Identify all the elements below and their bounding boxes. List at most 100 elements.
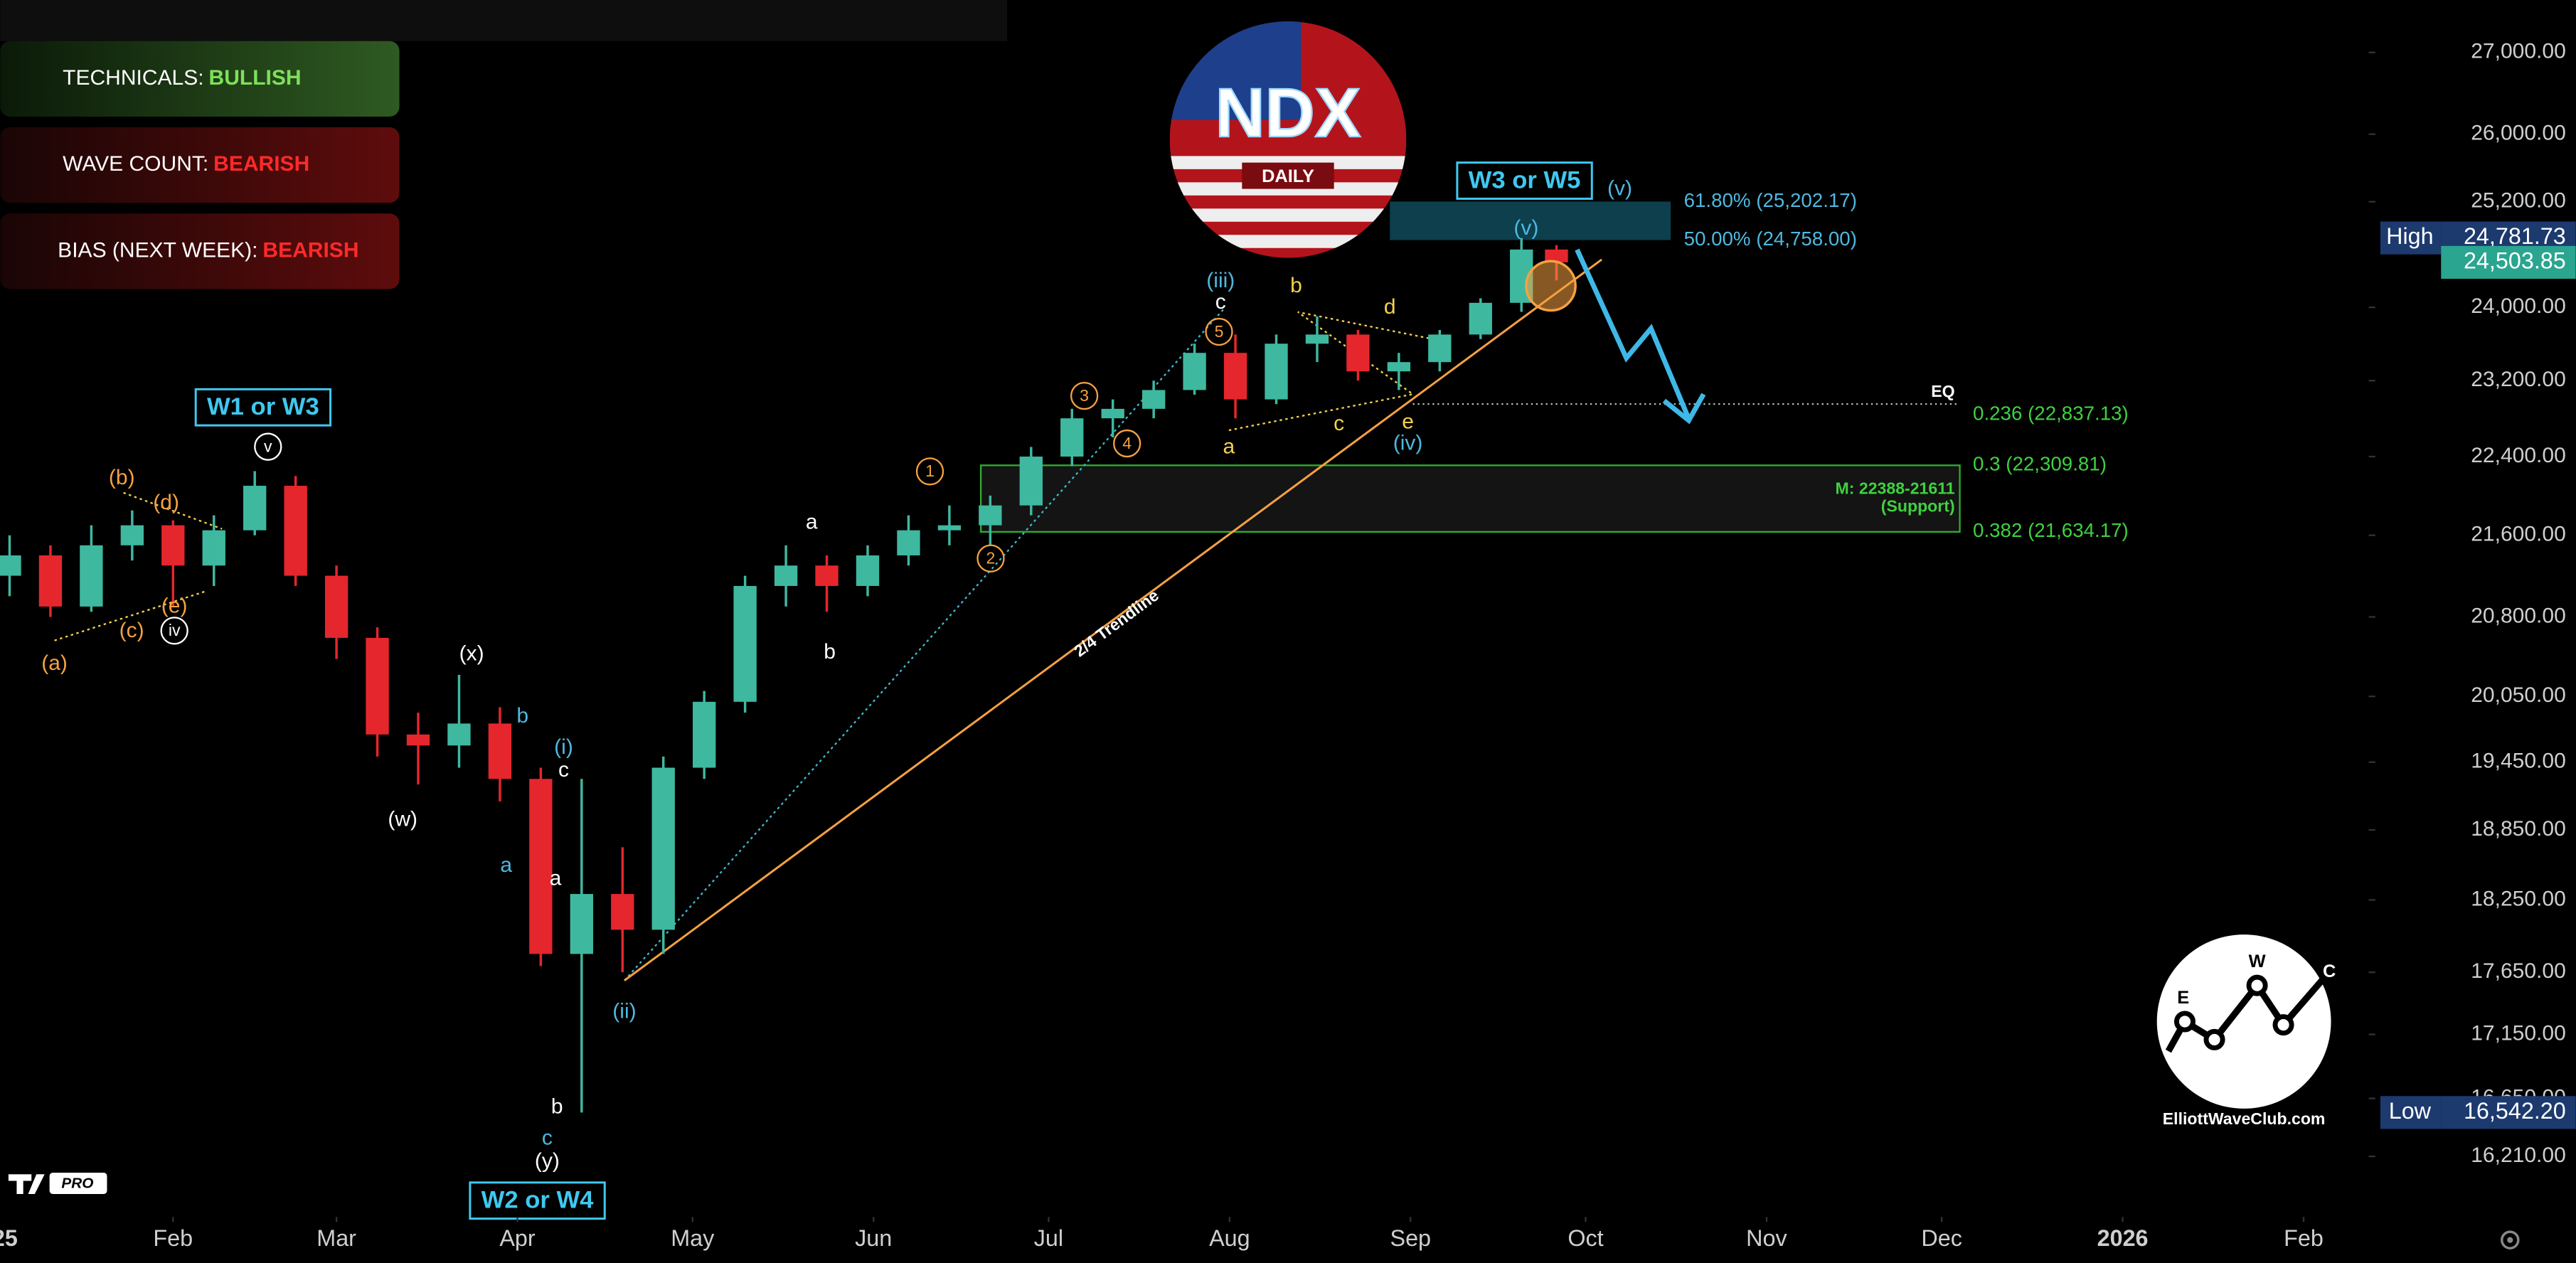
wave-label: b: [824, 640, 836, 664]
wave-circle: [1113, 429, 1141, 458]
candle-body: [1060, 418, 1084, 457]
status-panel: [0, 213, 400, 289]
candle-body: [774, 565, 798, 586]
wave-box: [194, 388, 332, 427]
cyan-dotted-line: [624, 308, 1225, 981]
wave-label: (x): [459, 641, 484, 665]
candle-body: [243, 486, 267, 531]
wave-label: b: [1290, 274, 1302, 297]
candle-body: [1428, 334, 1452, 363]
wave-label: (w): [388, 808, 417, 831]
candle-body: [1469, 302, 1492, 335]
x-tick-label: Mar: [316, 1225, 356, 1251]
status-label: BIAS (NEXT WEEK):: [58, 238, 257, 262]
candle-body: [38, 555, 63, 607]
status-value: BULLISH: [209, 66, 302, 90]
wave-label: (iv): [1393, 432, 1423, 455]
x-tick-label: Oct: [1568, 1225, 1603, 1251]
candle-body: [80, 545, 103, 607]
candle-body: [447, 723, 471, 746]
status-text: TECHNICALS: BULLISH: [63, 66, 301, 90]
wave-box-label: W2 or W4: [481, 1187, 594, 1214]
logo-subtitle: DAILY: [1262, 166, 1314, 186]
wave-label: c: [1334, 412, 1344, 435]
price-tag-label: 24,781.73: [2464, 223, 2566, 249]
y-tick-label: 26,000.00: [2471, 122, 2566, 145]
wave-label: a: [500, 853, 512, 877]
wave-label: c: [542, 1126, 553, 1150]
status-text: BIAS (NEXT WEEK): BEARISH: [58, 238, 358, 262]
candle-body: [161, 525, 185, 566]
x-tick-label: Dec: [1921, 1225, 1962, 1251]
x-tick-label: Feb: [2284, 1225, 2324, 1251]
wave-label: (v): [1513, 216, 1538, 240]
wave-label: iv: [169, 621, 181, 639]
fib-label: 0.236 (22,837.13): [1973, 403, 2129, 425]
y-tick-label: 22,400.00: [2471, 444, 2566, 467]
candle-body: [1183, 353, 1206, 390]
wave-box: [469, 1181, 606, 1220]
x-tick-label: Aug: [1209, 1225, 1250, 1251]
wave-box-label: W1 or W3: [207, 393, 319, 420]
support-label: M: 22388-21611: [1836, 479, 1955, 497]
wave-circle: [254, 432, 282, 461]
x-tick-label: 2025: [0, 1225, 18, 1251]
watermark-site: ElliottWaveClub.com: [2163, 1109, 2326, 1128]
candle-body: [693, 701, 716, 768]
x-tick-label: 2026: [2097, 1225, 2149, 1251]
y-tick-label: 17,150.00: [2471, 1022, 2566, 1045]
candle-body: [856, 555, 880, 586]
fib-label: 50.00% (24,758.00): [1684, 228, 1857, 250]
status-value: BEARISH: [213, 152, 309, 176]
x-tick-label: May: [671, 1225, 715, 1251]
wave-label: a: [1223, 435, 1235, 458]
status-value: BEARISH: [262, 238, 358, 262]
watermark-letter: E: [2177, 988, 2189, 1008]
projection-arrow-head: [1662, 393, 1706, 425]
candle-body: [1346, 334, 1370, 372]
watermark-letter: W: [2249, 952, 2266, 971]
wave-label: 3: [1080, 386, 1089, 405]
candle-body: [488, 723, 512, 779]
wave-label: 1: [925, 462, 935, 480]
candle-body: [651, 767, 675, 930]
top-strip: [0, 0, 1008, 41]
plot-area: M: 22388-21611(Support) 61.80% (25,202.17…: [0, 40, 2576, 1251]
status-panel: [0, 41, 400, 117]
candle-body: [366, 637, 389, 735]
candle-body: [529, 779, 553, 954]
candle-body: [1545, 249, 1568, 262]
y-tick-label: 20,050.00: [2471, 683, 2566, 707]
settings-icon[interactable]: [2500, 1230, 2520, 1249]
wave-label: (y): [535, 1149, 560, 1173]
wave-label: v: [264, 437, 272, 455]
x-tick-label: Jul: [1034, 1225, 1063, 1251]
wave-circle: [1205, 317, 1233, 346]
candle-body: [570, 894, 593, 954]
price-tag-name-box: [2380, 221, 2442, 255]
wave-label: (ii): [612, 1000, 636, 1023]
status-label: WAVE COUNT:: [63, 152, 208, 176]
wave-label: (v): [1607, 177, 1632, 201]
y-tick-label: 21,600.00: [2471, 523, 2566, 546]
price-tag-name: High: [2386, 223, 2434, 249]
fib-label: 0.382 (21,634.17): [1973, 519, 2129, 541]
wave-label: c: [558, 758, 569, 782]
wave-label: a: [550, 867, 562, 890]
triangle-lines: [123, 491, 223, 530]
candle-body: [611, 894, 634, 930]
price-tag-label: 24,503.85: [2464, 247, 2566, 273]
y-tick-label: 20,800.00: [2471, 604, 2566, 627]
wave-label: b: [551, 1095, 563, 1119]
y-tick-label: 16,210.00: [2471, 1144, 2566, 1167]
x-tick-label: Sep: [1390, 1225, 1432, 1251]
wave-label: (b): [109, 466, 135, 489]
wave-circle: [976, 544, 1005, 572]
wave-label: 2: [986, 548, 996, 567]
candle-body: [1141, 390, 1166, 409]
wave-label: (c): [119, 619, 144, 642]
fib-zone: [1390, 201, 1671, 240]
candle-body: [120, 525, 144, 545]
candle-body: [1305, 334, 1329, 344]
